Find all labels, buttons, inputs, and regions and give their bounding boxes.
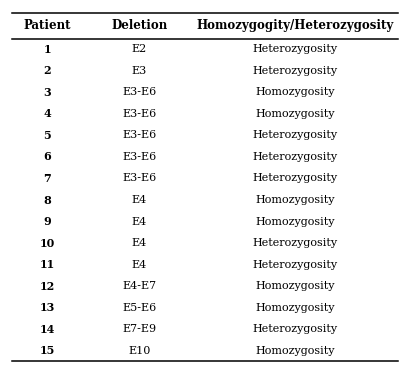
Text: Homozygosity: Homozygosity	[255, 302, 334, 312]
Text: Heterozygosity: Heterozygosity	[252, 173, 337, 184]
Text: E10: E10	[128, 346, 150, 355]
Text: 1: 1	[43, 44, 51, 55]
Text: Heterozygosity: Heterozygosity	[252, 238, 337, 248]
Text: Homozygogity/Heterozygosity: Homozygogity/Heterozygosity	[196, 19, 393, 32]
Text: 10: 10	[39, 237, 55, 248]
Text: 5: 5	[43, 130, 51, 141]
Text: Heterozygosity: Heterozygosity	[252, 259, 337, 269]
Text: E4-E7: E4-E7	[122, 281, 156, 291]
Text: 3: 3	[43, 87, 51, 98]
Text: 9: 9	[43, 216, 51, 227]
Text: E4: E4	[131, 259, 147, 269]
Text: E4: E4	[131, 216, 147, 227]
Text: Homozygosity: Homozygosity	[255, 216, 334, 227]
Text: 15: 15	[39, 345, 55, 356]
Text: 12: 12	[39, 280, 55, 291]
Text: Homozygosity: Homozygosity	[255, 88, 334, 98]
Text: Heterozygosity: Heterozygosity	[252, 152, 337, 162]
Text: 13: 13	[39, 302, 55, 313]
Text: E3: E3	[131, 66, 147, 76]
Text: E4: E4	[131, 238, 147, 248]
Text: Patient: Patient	[23, 19, 71, 32]
Text: Homozygosity: Homozygosity	[255, 281, 334, 291]
Text: E3-E6: E3-E6	[122, 131, 156, 141]
Text: E3-E6: E3-E6	[122, 152, 156, 162]
Text: Deletion: Deletion	[111, 19, 167, 32]
Text: 4: 4	[43, 109, 51, 120]
Text: E2: E2	[131, 45, 147, 54]
Text: 8: 8	[43, 195, 51, 205]
Text: Homozygosity: Homozygosity	[255, 195, 334, 205]
Text: 11: 11	[39, 259, 55, 270]
Text: E4: E4	[131, 195, 147, 205]
Text: E3-E6: E3-E6	[122, 173, 156, 184]
Text: Homozygosity: Homozygosity	[255, 346, 334, 355]
Text: 6: 6	[43, 152, 51, 163]
Text: 14: 14	[39, 323, 55, 335]
Text: Heterozygosity: Heterozygosity	[252, 66, 337, 76]
Text: E5-E6: E5-E6	[122, 302, 156, 312]
Text: 7: 7	[43, 173, 51, 184]
Text: Homozygosity: Homozygosity	[255, 109, 334, 119]
Text: Heterozygosity: Heterozygosity	[252, 45, 337, 54]
Text: Heterozygosity: Heterozygosity	[252, 131, 337, 141]
Text: E7-E9: E7-E9	[122, 324, 156, 334]
Text: Heterozygosity: Heterozygosity	[252, 324, 337, 334]
Text: E3-E6: E3-E6	[122, 109, 156, 119]
Text: 2: 2	[43, 66, 51, 77]
Text: E3-E6: E3-E6	[122, 88, 156, 98]
